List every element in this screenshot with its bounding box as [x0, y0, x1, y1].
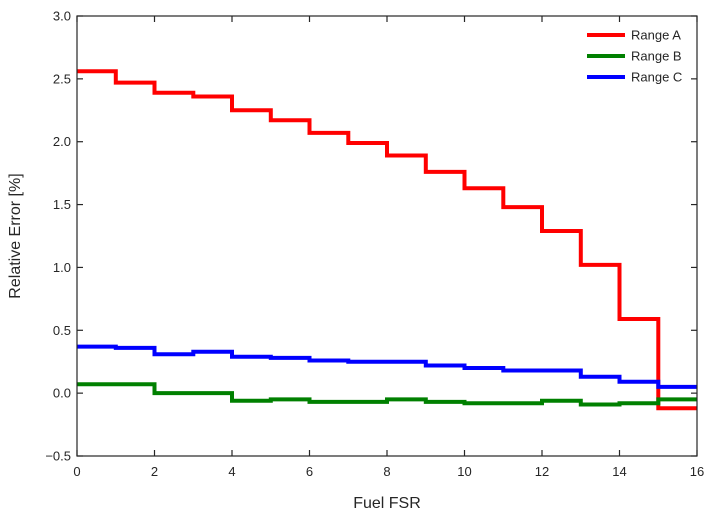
legend: Range A Range B Range C: [587, 28, 682, 85]
y-tick-label: 0.5: [53, 323, 71, 338]
y-tick-label: 1.5: [53, 197, 71, 212]
x-tick-label: 0: [73, 464, 80, 479]
plot-area: [77, 16, 697, 456]
x-tick-label: 12: [535, 464, 549, 479]
y-tick-label: 1.0: [53, 260, 71, 275]
y-tick-label: 3.0: [53, 9, 71, 24]
legend-label: Range C: [631, 70, 682, 85]
x-tick-label: 4: [228, 464, 235, 479]
x-tick-label: 6: [306, 464, 313, 479]
x-tick-label: 14: [612, 464, 626, 479]
legend-label: Range A: [631, 28, 681, 43]
tick-labels-layer: 0 2 4 6 8 10 12 14 16 −0.5 0.0 0.5 1.0 1.5 2.0 2.5 3.0: [45, 9, 704, 480]
y-tick-label: 2.0: [53, 134, 71, 149]
y-axis-label: Relative Error [%]: [7, 173, 24, 298]
x-tick-label: 8: [383, 464, 390, 479]
x-tick-label: 2: [151, 464, 158, 479]
y-tick-label: 0.0: [53, 386, 71, 401]
x-tick-label: 10: [457, 464, 471, 479]
y-tick-label: −0.5: [45, 449, 71, 464]
series-line-1: [77, 69, 697, 411]
series-line-2: [77, 382, 697, 407]
legend-label: Range B: [631, 49, 682, 64]
series-line-3: [77, 344, 697, 389]
series-layer: [77, 69, 697, 411]
x-tick-label: 16: [690, 464, 704, 479]
y-tick-label: 2.5: [53, 71, 71, 86]
x-axis-label: Fuel FSR: [353, 495, 421, 512]
plot-frame: [76, 15, 698, 457]
